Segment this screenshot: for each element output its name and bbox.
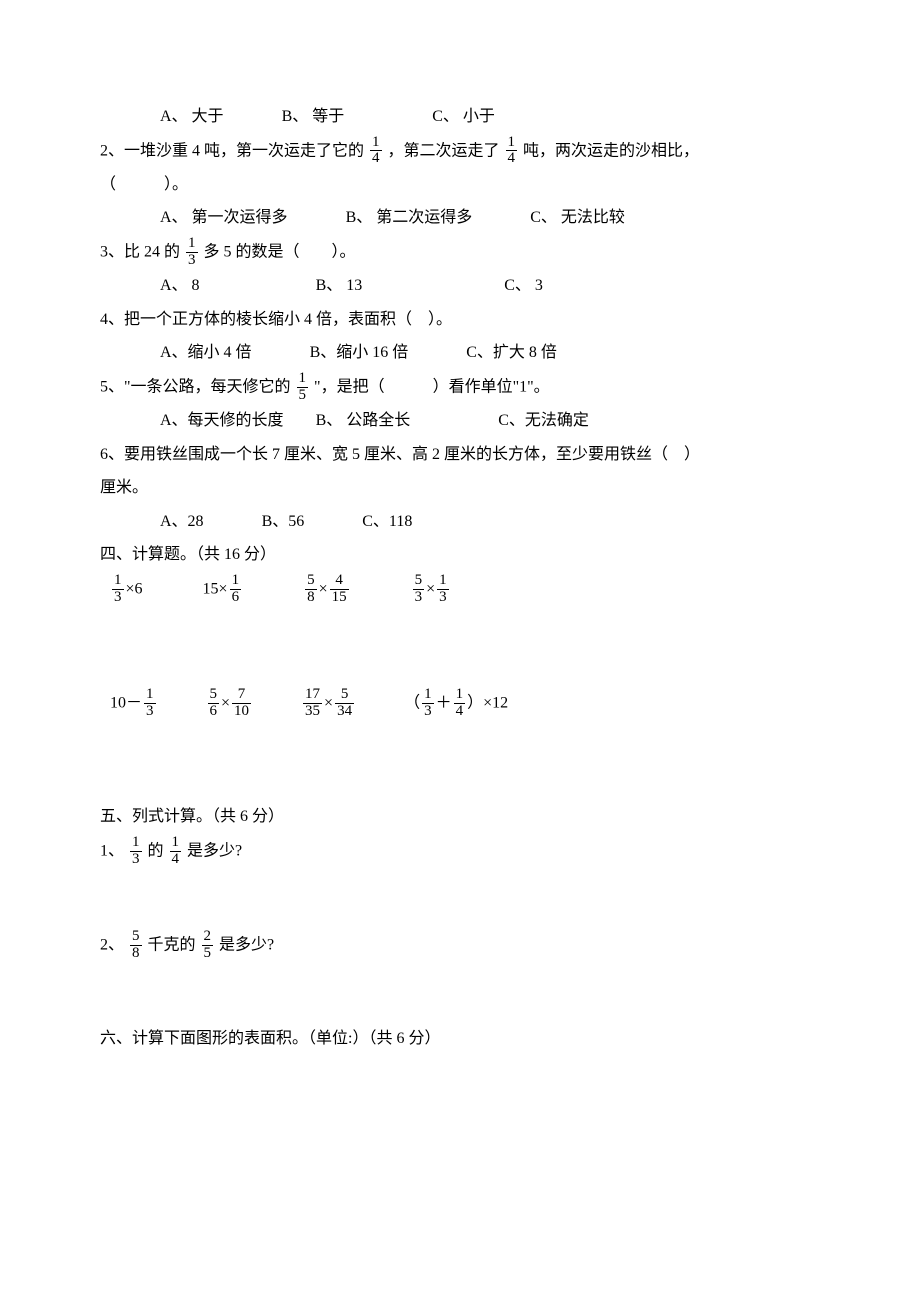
sec5-q1: 1、 13 的 14 是多少? bbox=[100, 834, 820, 868]
q2-frac2: 14 bbox=[506, 135, 518, 168]
q6-opt-c: C、118 bbox=[362, 513, 412, 530]
calc-row-2: 10－13 56×710 1735×534 （13＋14）×12 bbox=[100, 686, 820, 720]
q6-opt-b: B、56 bbox=[262, 513, 305, 530]
q3-opt-b: B、 13 bbox=[316, 277, 363, 294]
q4-opt-b: B、缩小 16 倍 bbox=[310, 344, 409, 361]
q1-opt-a: A、 大于 bbox=[160, 108, 224, 125]
q1-opt-b: B、 等于 bbox=[282, 108, 345, 125]
calc-r2c1: 10－13 bbox=[110, 686, 158, 720]
q2-paren: （ ）。 bbox=[100, 176, 188, 193]
sec6-title: 六、计算下面图形的表面积。（单位:）（共 6 分） bbox=[100, 1022, 820, 1056]
q3-frac: 13 bbox=[186, 236, 198, 269]
calc-row-1: 13×6 15×16 58×415 53×13 bbox=[100, 572, 820, 606]
q2-blank-line: （ ）。 bbox=[100, 168, 820, 202]
q2-opt-c: C、 无法比较 bbox=[530, 209, 625, 226]
q5-frac: 15 bbox=[297, 371, 309, 404]
sec4-title: 四、计算题。（共 16 分） bbox=[100, 538, 820, 572]
q3-opt-a: A、 8 bbox=[160, 277, 200, 294]
q2-post: 吨，两次运走的沙相比， bbox=[523, 142, 699, 159]
sec5-title: 五、列式计算。（共 6 分） bbox=[100, 800, 820, 834]
q4-options: A、缩小 4 倍 B、缩小 16 倍 C、扩大 8 倍 bbox=[100, 336, 820, 370]
q6-stem-line2: 厘米。 bbox=[100, 471, 820, 505]
q2-options: A、 第一次运得多 B、 第二次运得多 C、 无法比较 bbox=[100, 201, 820, 235]
q2-opt-b: B、 第二次运得多 bbox=[346, 209, 473, 226]
math-worksheet-page: A、 大于 B、 等于 C、 小于 2、一堆沙重 4 吨，第一次运走了它的 14… bbox=[0, 0, 920, 1156]
q1-opt-c: C、 小于 bbox=[432, 108, 495, 125]
q6-options: A、28 B、56 C、118 bbox=[100, 505, 820, 539]
q5-options: A、每天修的长度 B、 公路全长 C、无法确定 bbox=[100, 404, 820, 438]
q4-stem: 4、把一个正方体的棱长缩小 4 倍，表面积（ ）。 bbox=[100, 303, 820, 337]
calc-r1c2: 15×16 bbox=[203, 572, 244, 606]
q2-frac1: 14 bbox=[370, 135, 382, 168]
calc-r1c1: 13×6 bbox=[110, 572, 143, 606]
q2-stem: 2、一堆沙重 4 吨，第一次运走了它的 14 ，第二次运走了 14 吨，两次运走… bbox=[100, 134, 820, 168]
q5-opt-a: A、每天修的长度 bbox=[160, 412, 284, 429]
q2-mid: ，第二次运走了 bbox=[388, 142, 500, 159]
q5-stem: 5、"一条公路，每天修它的 15 "，是把（ ）看作单位"1"。 bbox=[100, 370, 820, 404]
q3-stem: 3、比 24 的 13 多 5 的数是（ ）。 bbox=[100, 235, 820, 269]
calc-r2c2: 56×710 bbox=[206, 686, 254, 720]
q2-pre: 2、一堆沙重 4 吨，第一次运走了它的 bbox=[100, 142, 364, 159]
q4-opt-c: C、扩大 8 倍 bbox=[466, 344, 557, 361]
q3-pre: 3、比 24 的 bbox=[100, 243, 180, 260]
q4-opt-a: A、缩小 4 倍 bbox=[160, 344, 252, 361]
calc-r1c4: 53×13 bbox=[411, 572, 451, 606]
calc-r2c4: （13＋14）×12 bbox=[404, 686, 508, 720]
q6-opt-a: A、28 bbox=[160, 513, 204, 530]
q5-opt-b: B、 公路全长 bbox=[316, 412, 411, 429]
q3-opt-c: C、 3 bbox=[504, 277, 543, 294]
q3-options: A、 8 B、 13 C、 3 bbox=[100, 269, 820, 303]
q5-post: "，是把（ ）看作单位"1"。 bbox=[314, 378, 550, 395]
calc-r1c3: 58×415 bbox=[303, 572, 351, 606]
q3-post: 多 5 的数是（ ）。 bbox=[204, 243, 356, 260]
calc-r2c3: 1735×534 bbox=[301, 686, 356, 720]
sec5-q2: 2、 58 千克的 25 是多少? bbox=[100, 928, 820, 962]
q2-opt-a: A、 第一次运得多 bbox=[160, 209, 288, 226]
q5-opt-c: C、无法确定 bbox=[498, 412, 589, 429]
q5-pre: 5、"一条公路，每天修它的 bbox=[100, 378, 291, 395]
q6-stem-line1: 6、要用铁丝围成一个长 7 厘米、宽 5 厘米、高 2 厘米的长方体，至少要用铁… bbox=[100, 438, 820, 472]
q1-options: A、 大于 B、 等于 C、 小于 bbox=[100, 100, 820, 134]
